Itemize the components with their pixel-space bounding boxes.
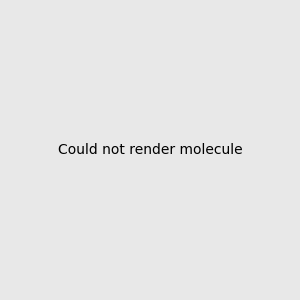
Text: Could not render molecule: Could not render molecule bbox=[58, 143, 242, 157]
